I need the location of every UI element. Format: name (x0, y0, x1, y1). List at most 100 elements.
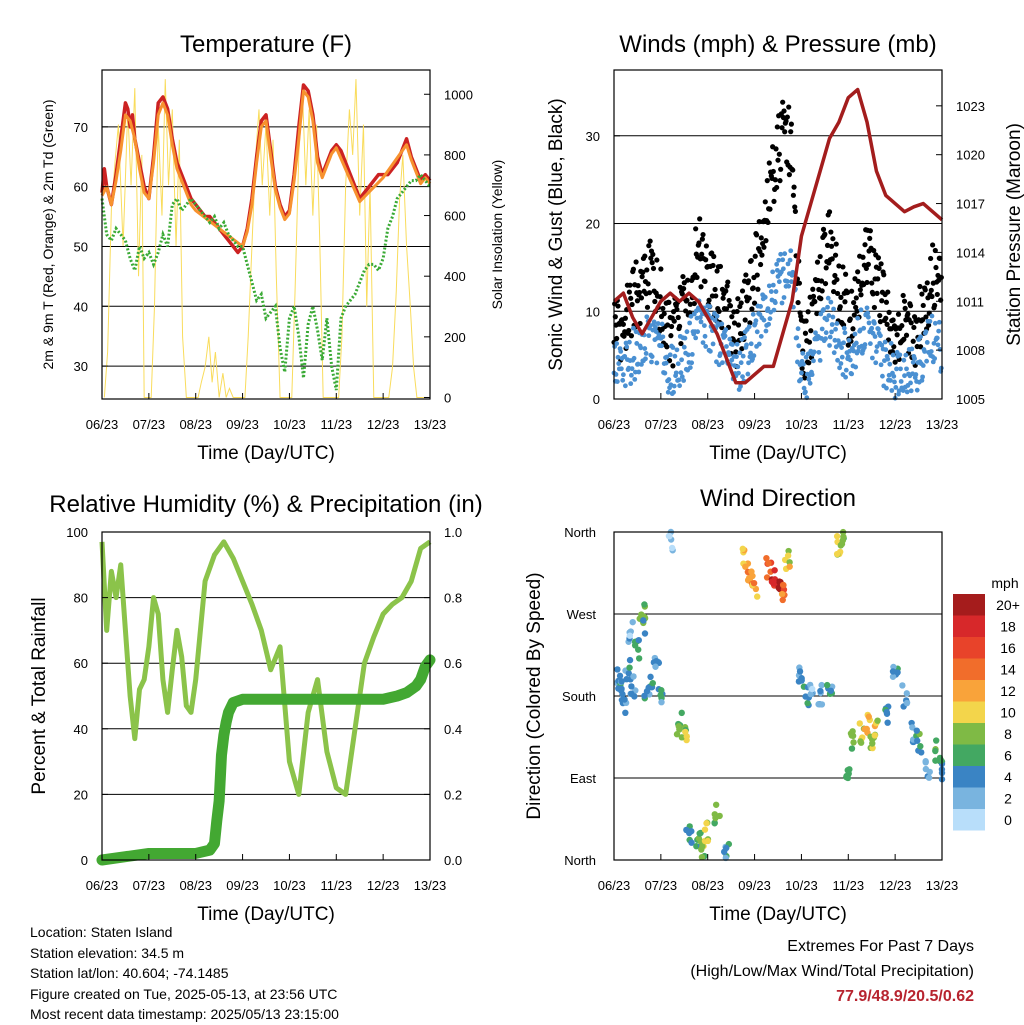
wind-point (771, 307, 777, 313)
gust-point (703, 257, 709, 263)
gust-point (806, 360, 812, 366)
direction-point (658, 698, 665, 706)
wind-point (673, 370, 679, 376)
recent-timestamp: Most recent data timestamp: 2025/05/13 2… (30, 1006, 339, 1022)
gust-point (681, 286, 687, 292)
gust-point (879, 298, 885, 304)
gust-point (698, 284, 704, 290)
wind-point (656, 332, 662, 338)
gust-point (843, 271, 849, 277)
gust-point (783, 118, 789, 124)
wind-point (883, 347, 889, 353)
wind-point (904, 366, 909, 372)
gust-point (791, 184, 797, 190)
wind-point (825, 304, 830, 310)
direction-point (871, 732, 878, 739)
wind-point (632, 376, 638, 382)
panel-1-y-right-tick-label: 1000 (444, 87, 473, 102)
panel-3-xlabel: Time (Day/UTC) (197, 904, 335, 925)
direction-point (874, 717, 881, 724)
wind-point (618, 348, 624, 354)
legend-label: 14 (1000, 662, 1016, 678)
gust-point (884, 321, 890, 327)
wind-point (644, 314, 650, 320)
legend-swatch (953, 680, 985, 702)
panel-3-y-tick-label: 0 (81, 853, 88, 868)
wind-point (614, 341, 620, 346)
gust-point (883, 299, 890, 305)
wind-point (872, 334, 878, 339)
wind-point (828, 299, 834, 305)
wind-point (918, 334, 923, 340)
gust-point (684, 297, 690, 303)
direction-point (884, 719, 891, 726)
direction-point (837, 542, 845, 549)
gust-point (658, 266, 664, 272)
panel-4-x-tick-label: 13/23 (926, 878, 959, 893)
gust-point (635, 283, 641, 289)
wind-point (894, 366, 899, 372)
panel-2-x-tick-label: 09/23 (738, 417, 771, 432)
wind-point (862, 342, 868, 347)
direction-point (913, 727, 920, 734)
gust-point (812, 299, 818, 305)
direction-point (818, 701, 826, 708)
wind-point (659, 343, 664, 349)
wind-point (646, 333, 652, 339)
gust-point (680, 273, 686, 280)
gust-point (627, 282, 633, 288)
gust-point (850, 326, 856, 332)
gust-point (875, 276, 881, 282)
wind-point (693, 335, 699, 341)
wind-point (867, 341, 873, 347)
gust-point (664, 344, 670, 350)
gust-point (716, 308, 722, 314)
gust-point (851, 299, 857, 306)
wind-point (768, 289, 774, 294)
panel-1-x-tick-label: 11/23 (320, 417, 352, 432)
direction-point (786, 563, 793, 570)
direction-point (647, 673, 654, 681)
panel-1-x-tick-label: 06/23 (86, 417, 119, 432)
wind-point (729, 357, 735, 363)
direction-point (889, 668, 897, 675)
gust-point (930, 242, 936, 248)
direction-point (693, 843, 700, 850)
wind-point (763, 328, 769, 334)
gust-point (842, 299, 848, 305)
wind-point (687, 365, 693, 370)
direction-point (914, 737, 921, 744)
extremes-subtitle: (High/Low/Max Wind/Total Precipitation) (690, 963, 974, 980)
direction-point (658, 687, 665, 694)
gust-point (720, 295, 726, 301)
direction-point (938, 757, 945, 764)
wind-point (685, 352, 691, 358)
wind-point (807, 380, 813, 386)
rh-line (99, 539, 432, 797)
gust-point (862, 242, 868, 248)
panel-4-frame (613, 531, 943, 861)
gust-point (820, 226, 827, 232)
wind-point (780, 257, 786, 263)
gust-point (802, 375, 808, 381)
legend-swatch (953, 658, 985, 680)
wind-point (821, 307, 826, 312)
gust-point (699, 251, 705, 257)
gust-point (902, 305, 908, 311)
panel-2-title: Winds (mph) & Pressure (mb) (619, 31, 936, 58)
wind-point (712, 317, 718, 323)
legend-swatch (953, 615, 985, 637)
wind-point (745, 371, 751, 377)
panel-1-y-tick-label: 60 (74, 180, 88, 195)
wind-point (756, 341, 762, 347)
wind-point (618, 366, 624, 372)
wind-point (849, 371, 855, 377)
panel-2-x-tick-label: 11/23 (832, 417, 864, 432)
gust-point (803, 318, 809, 324)
gust-point (778, 166, 784, 172)
gust-point (706, 297, 712, 303)
wind-point (809, 372, 815, 378)
wind-point (724, 344, 729, 349)
legend-swatch (953, 809, 985, 831)
